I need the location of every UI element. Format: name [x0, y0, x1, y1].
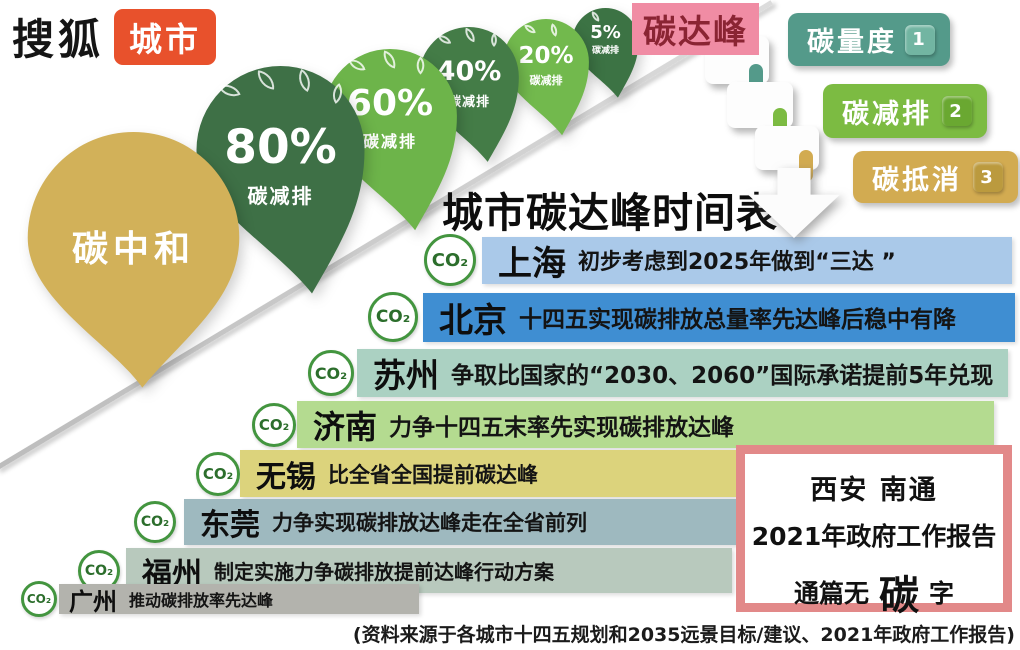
balloon-60pct: 60% 碳减排 — [320, 49, 460, 233]
city-row-suzhou: CO₂ 苏州 争取比国家的“2030、2060”国际承诺提前5年兑现 — [308, 349, 1008, 397]
legend-badge-offset: 碳抵消 3 — [853, 151, 1018, 203]
balloon-sublabel: 碳减排 — [591, 46, 619, 56]
city-desc: 力争十四五末率先实现碳排放达峰 — [389, 414, 735, 441]
city-bar: 北京 十四五实现碳排放总量率先达峰后稳中有降 — [423, 292, 1015, 342]
city-row-wuxi: CO₂ 无锡 比全省全国提前碳达峰 — [196, 450, 737, 497]
city-row-dongguan: CO₂ 东莞 力争实现碳排放达峰走在全省前列 — [134, 499, 737, 545]
city-desc: 十四五实现碳排放总量率先达峰后稳中有降 — [519, 307, 956, 333]
cascade-step-3 — [755, 126, 819, 182]
legend-badge-measure: 碳量度 1 — [788, 13, 950, 66]
balloon-shape — [572, 8, 639, 98]
city-name: 上海 — [498, 243, 566, 284]
callout-cities: 西安 南通 — [810, 475, 938, 506]
legend-number: 2 — [942, 96, 972, 126]
balloon-label: 碳中和 — [71, 229, 195, 270]
co2-icon: CO₂ — [252, 402, 296, 447]
legend-label: 碳减排 — [842, 98, 932, 130]
city-desc: 推动碳排放率先达峰 — [129, 591, 274, 610]
balloon-percent: 60% — [346, 83, 434, 124]
carbon-peak-label: 碳达峰 — [632, 3, 759, 55]
balloon-sublabel: 碳减排 — [362, 132, 417, 151]
legend-number: 1 — [905, 24, 935, 55]
city-name: 济南 — [313, 407, 378, 446]
balloon-20pct: 20% 碳减排 — [501, 19, 591, 137]
balloon-shape — [196, 66, 365, 294]
city-bar: 济南 力争十四五末率先实现碳排放达峰 — [297, 401, 994, 448]
logo-channel-badge: 城市 — [114, 8, 217, 65]
page-title: 城市碳达峰时间表 — [442, 189, 778, 237]
callout-carbon-char: 碳 — [879, 573, 919, 619]
callout-box: 西安 南通 2021年政府工作报告 通篇无 碳 字 — [736, 445, 1012, 619]
city-desc: 力争实现碳排放达峰走在全省前列 — [272, 511, 587, 535]
city-bar: 广州 推动碳排放率先达峰 — [59, 584, 419, 616]
city-name: 苏州 — [373, 356, 439, 395]
co2-icon: CO₂ — [134, 501, 176, 543]
balloon-sublabel: 碳减排 — [447, 95, 490, 110]
balloon-80pct: 80% 碳减排 — [193, 66, 368, 297]
city-name: 东莞 — [200, 508, 260, 543]
legend-label: 碳量度 — [807, 27, 897, 58]
down-arrow-icon — [748, 168, 840, 238]
city-desc: 初步考虑到2025年做到“三达 ” — [578, 250, 896, 275]
city-bar: 苏州 争取比国家的“2030、2060”国际承诺提前5年兑现 — [357, 349, 1008, 397]
balloon-percent: 5% — [590, 22, 621, 43]
callout-text-post: 字 — [929, 579, 955, 608]
logo-brand-text: 搜狐 — [12, 15, 105, 64]
balloon-sublabel: 碳减排 — [529, 74, 563, 87]
legend-number: 3 — [973, 162, 1003, 192]
co2-icon: CO₂ — [21, 581, 57, 617]
callout-report: 2021年政府工作报告 — [751, 522, 997, 551]
city-bar: 无锡 比全省全国提前碳达峰 — [240, 450, 737, 497]
balloon-carbon-neutral: 碳中和 — [23, 132, 244, 392]
city-bar: 东莞 力争实现碳排放达峰走在全省前列 — [184, 499, 737, 545]
city-desc: 制定实施力争碳排放提前达峰行动方案 — [214, 560, 554, 584]
city-row-jinan: CO₂ 济南 力争十四五末率先实现碳排放达峰 — [252, 401, 994, 448]
city-name: 无锡 — [256, 459, 316, 495]
balloon-sublabel: 碳减排 — [247, 184, 314, 208]
co2-icon: CO₂ — [424, 234, 476, 286]
city-name: 北京 — [439, 300, 507, 341]
co2-icon: CO₂ — [308, 350, 354, 396]
city-row-beijing: CO₂ 北京 十四五实现碳排放总量率先达峰后稳中有降 — [368, 292, 1015, 342]
city-row-guangzhou: CO₂ 广州 推动碳排放率先达峰 — [21, 581, 419, 617]
co2-icon: CO₂ — [368, 292, 418, 342]
balloon-percent: 80% — [224, 120, 337, 175]
balloon-shape — [323, 49, 457, 231]
balloon-shape — [27, 132, 240, 388]
balloon-percent: 20% — [518, 43, 574, 69]
sohu-city-logo: 搜狐 城市 — [12, 6, 217, 67]
cascade-step-2 — [727, 82, 793, 140]
callout-text-pre: 通篇无 — [793, 579, 869, 608]
source-note: (资料来源于各城市十四五规划和2035远景目标/建议、2021年政府工作报告) — [352, 624, 1015, 646]
callout-no-carbon: 通篇无 碳 字 — [745, 563, 1003, 621]
balloon-5pct: 5% 碳减排 — [571, 8, 640, 99]
city-bar: 上海 初步考虑到2025年做到“三达 ” — [482, 236, 1012, 284]
co2-icon: CO₂ — [196, 451, 240, 496]
balloon-shape — [419, 27, 519, 162]
city-row-shanghai: CO₂ 上海 初步考虑到2025年做到“三达 ” — [424, 234, 1012, 286]
city-desc: 比全省全国提前碳达峰 — [328, 462, 538, 487]
city-desc: 争取比国家的“2030、2060”国际承诺提前5年兑现 — [451, 363, 994, 389]
balloon-shape — [503, 19, 589, 136]
city-name: 广州 — [69, 587, 117, 616]
balloon-40pct: 40% 碳减排 — [417, 27, 521, 164]
legend-badge-reduction: 碳减排 2 — [823, 84, 987, 138]
legend-label: 碳抵消 — [872, 164, 962, 196]
